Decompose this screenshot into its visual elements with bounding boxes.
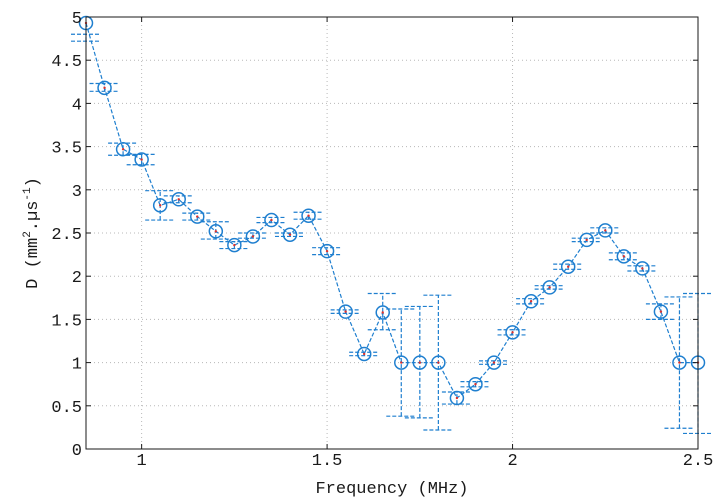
y-tick-label: 2: [72, 269, 82, 288]
data-point-center: [251, 235, 255, 238]
data-point: [97, 80, 112, 96]
data-point: [264, 212, 279, 228]
data-point: [431, 355, 446, 370]
y-tick-label: 4.5: [51, 53, 82, 72]
data-point: [468, 376, 483, 392]
x-tick-labels: 1 1.5 2 2.5: [137, 452, 714, 471]
x-tick-label: 2.5: [683, 452, 714, 471]
data-point-center: [529, 300, 533, 303]
y-axis-label-exp2: -1: [22, 187, 34, 201]
data-point-center: [270, 218, 273, 222]
data-point-center: [344, 310, 347, 313]
data-point: [227, 237, 242, 253]
data-point-center: [566, 265, 570, 268]
data-point-center: [288, 233, 292, 236]
x-axis-label: Frequency (MHz): [315, 480, 468, 498]
data-point: [486, 355, 502, 370]
data-point-center: [177, 198, 180, 201]
data-point-center: [585, 238, 588, 242]
data-point-center: [121, 147, 125, 151]
data-point-center: [233, 243, 236, 247]
y-tick-label: 2.5: [51, 226, 82, 245]
y-tick-label: 0: [72, 442, 82, 461]
y-axis-label: D (mm2.µs-1): [22, 177, 43, 289]
x-tick-label: 1.5: [312, 452, 343, 471]
data-point-center: [362, 352, 366, 356]
data-point-center: [196, 215, 199, 218]
data-point: [412, 355, 428, 370]
data-point-center: [511, 331, 514, 334]
y-tick-label: 3.5: [51, 140, 82, 159]
y-tick-label: 4: [72, 96, 82, 115]
data-point: [245, 229, 261, 244]
y-axis-label-exp1: 2: [22, 231, 34, 238]
data-point-center: [381, 311, 384, 314]
y-tick-label: 5: [72, 10, 82, 29]
data-point-center: [307, 214, 310, 217]
data-point: [394, 355, 409, 370]
data-point-center: [140, 158, 143, 161]
data-point: [282, 227, 298, 242]
data-point-center: [492, 361, 496, 364]
data-point-center: [622, 255, 626, 258]
data-point: [579, 232, 594, 248]
data-point: [560, 259, 576, 274]
data-point-center: [158, 204, 162, 207]
series-line: [85, 22, 698, 399]
data-point: [653, 304, 669, 319]
data-point: [338, 304, 353, 319]
data-point-center: [641, 267, 644, 270]
data-point: [171, 192, 186, 207]
plot-background: [86, 17, 698, 449]
data-point: [375, 305, 390, 320]
markers: [78, 15, 706, 406]
y-tick-labels: 0 0.5 1 1.5 2 2.5 3 3.5 4 4.5 5: [51, 10, 82, 461]
data-point: [616, 249, 632, 264]
data-point: [134, 152, 149, 167]
data-point-center: [474, 383, 477, 386]
data-point: [152, 198, 168, 213]
data-point: [356, 346, 372, 362]
data-point-center: [400, 361, 403, 364]
data-point: [505, 325, 520, 340]
data-point-center: [678, 361, 681, 364]
ticks: [86, 16, 699, 450]
data-point-center: [214, 230, 218, 233]
data-point: [523, 294, 539, 309]
x-tick-label: 1: [137, 452, 147, 471]
y-tick-label: 3: [72, 183, 82, 202]
data-point: [542, 280, 557, 295]
data-point: [449, 390, 465, 406]
data-point: [190, 209, 205, 224]
data-point: [598, 223, 613, 238]
y-axis-label-middle: .µs: [24, 201, 43, 232]
data-point: [301, 208, 316, 223]
y-axis-label-prefix: D (mm: [24, 238, 43, 289]
y-tick-label: 1.5: [51, 312, 82, 331]
data-point-center: [455, 396, 459, 400]
data-point: [319, 243, 335, 259]
y-axis-label-suffix: ): [24, 177, 43, 187]
data-point-center: [418, 361, 422, 364]
x-tick-label: 2: [507, 452, 517, 471]
data-point: [115, 141, 131, 157]
data-point-center: [604, 229, 607, 232]
data-point: [208, 224, 224, 239]
data-point: [635, 261, 650, 276]
y-tick-label: 0.5: [51, 399, 82, 418]
data-point-center: [437, 361, 440, 364]
data-point-center: [325, 249, 329, 253]
data-point-center: [659, 310, 663, 313]
data-point: [672, 355, 687, 370]
y-tick-label: 1: [72, 356, 82, 375]
data-point-center: [548, 286, 551, 289]
data-point-center: [103, 86, 106, 90]
